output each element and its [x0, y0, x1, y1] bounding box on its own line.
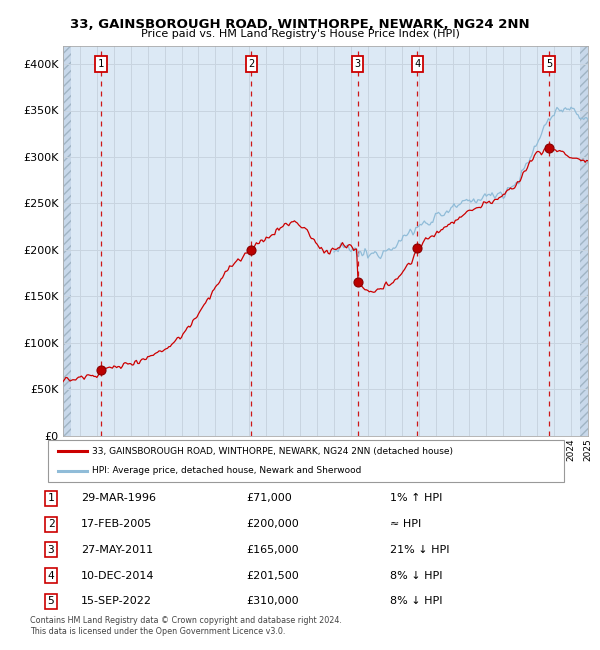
Text: 27-MAY-2011: 27-MAY-2011 — [81, 545, 153, 555]
Text: 4: 4 — [47, 571, 55, 580]
33, GAINSBOROUGH ROAD, WINTHORPE, NEWARK, NG24 2NN (detached house) — [546, 141, 553, 149]
HPI: Average price, detached house, Newark and Sherwood: (2.02e+03, 2.27e+05): Average price, detached house, Newark an… — [416, 220, 424, 228]
Text: 2: 2 — [248, 59, 254, 69]
Text: 10-DEC-2014: 10-DEC-2014 — [81, 571, 155, 580]
Text: Contains HM Land Registry data © Crown copyright and database right 2024.
This d: Contains HM Land Registry data © Crown c… — [30, 616, 342, 636]
Text: £165,000: £165,000 — [246, 545, 299, 555]
HPI: Average price, detached house, Newark and Sherwood: (2.02e+03, 2.53e+05): Average price, detached house, Newark an… — [460, 197, 467, 205]
Text: £310,000: £310,000 — [246, 597, 299, 606]
Line: 33, GAINSBOROUGH ROAD, WINTHORPE, NEWARK, NG24 2NN (detached house): 33, GAINSBOROUGH ROAD, WINTHORPE, NEWARK… — [63, 145, 589, 382]
HPI: Average price, detached house, Newark and Sherwood: (2.01e+03, 1.91e+05): Average price, detached house, Newark an… — [377, 255, 384, 263]
Text: 5: 5 — [47, 597, 55, 606]
Text: Price paid vs. HM Land Registry's House Price Index (HPI): Price paid vs. HM Land Registry's House … — [140, 29, 460, 39]
Text: £200,000: £200,000 — [246, 519, 299, 529]
Text: 33, GAINSBOROUGH ROAD, WINTHORPE, NEWARK, NG24 2NN: 33, GAINSBOROUGH ROAD, WINTHORPE, NEWARK… — [70, 18, 530, 31]
Text: 5: 5 — [546, 59, 553, 69]
33, GAINSBOROUGH ROAD, WINTHORPE, NEWARK, NG24 2NN (detached house) — [59, 378, 67, 385]
Text: 1% ↑ HPI: 1% ↑ HPI — [390, 493, 442, 503]
Text: 3: 3 — [355, 59, 361, 69]
HPI: Average price, detached house, Newark and Sherwood: (2.02e+03, 2.4e+05): Average price, detached house, Newark an… — [435, 209, 442, 216]
Text: 33, GAINSBOROUGH ROAD, WINTHORPE, NEWARK, NG24 2NN (detached house): 33, GAINSBOROUGH ROAD, WINTHORPE, NEWARK… — [92, 447, 453, 456]
Text: 1: 1 — [98, 59, 104, 69]
Text: ≈ HPI: ≈ HPI — [390, 519, 421, 529]
33, GAINSBOROUGH ROAD, WINTHORPE, NEWARK, NG24 2NN (detached house) — [172, 336, 179, 344]
33, GAINSBOROUGH ROAD, WINTHORPE, NEWARK, NG24 2NN (detached house) — [299, 224, 307, 231]
33, GAINSBOROUGH ROAD, WINTHORPE, NEWARK, NG24 2NN (detached house) — [586, 158, 593, 166]
Text: £201,500: £201,500 — [246, 571, 299, 580]
Text: 2: 2 — [47, 519, 55, 529]
Text: 4: 4 — [415, 59, 421, 69]
Text: 15-SEP-2022: 15-SEP-2022 — [81, 597, 152, 606]
Bar — [63, 46, 71, 436]
Bar — [580, 46, 588, 436]
HPI: Average price, detached house, Newark and Sherwood: (2.02e+03, 2.53e+05): Average price, detached house, Newark an… — [459, 197, 466, 205]
HPI: Average price, detached house, Newark and Sherwood: (2.01e+03, 1.98e+05): Average price, detached house, Newark an… — [331, 248, 338, 256]
33, GAINSBOROUGH ROAD, WINTHORPE, NEWARK, NG24 2NN (detached house) — [425, 235, 432, 242]
HPI: Average price, detached house, Newark and Sherwood: (2.02e+03, 2.46e+05): Average price, detached house, Newark an… — [448, 203, 455, 211]
HPI: Average price, detached house, Newark and Sherwood: (2.02e+03, 2.61e+05): Average price, detached house, Newark an… — [496, 189, 503, 197]
Text: 8% ↓ HPI: 8% ↓ HPI — [390, 597, 443, 606]
33, GAINSBOROUGH ROAD, WINTHORPE, NEWARK, NG24 2NN (detached house) — [163, 345, 170, 353]
Text: HPI: Average price, detached house, Newark and Sherwood: HPI: Average price, detached house, Newa… — [92, 467, 361, 475]
Text: £71,000: £71,000 — [246, 493, 292, 503]
Text: 29-MAR-1996: 29-MAR-1996 — [81, 493, 156, 503]
Text: 21% ↓ HPI: 21% ↓ HPI — [390, 545, 449, 555]
33, GAINSBOROUGH ROAD, WINTHORPE, NEWARK, NG24 2NN (detached house) — [580, 156, 587, 164]
Text: 17-FEB-2005: 17-FEB-2005 — [81, 519, 152, 529]
FancyBboxPatch shape — [48, 440, 564, 482]
Line: HPI: Average price, detached house, Newark and Sherwood: HPI: Average price, detached house, Newa… — [334, 107, 589, 259]
Text: 1: 1 — [47, 493, 55, 503]
Text: 3: 3 — [47, 545, 55, 555]
Text: 8% ↓ HPI: 8% ↓ HPI — [390, 571, 443, 580]
HPI: Average price, detached house, Newark and Sherwood: (2.02e+03, 3.54e+05): Average price, detached house, Newark an… — [568, 103, 575, 111]
33, GAINSBOROUGH ROAD, WINTHORPE, NEWARK, NG24 2NN (detached house) — [155, 347, 163, 355]
HPI: Average price, detached house, Newark and Sherwood: (2.03e+03, 3.4e+05): Average price, detached house, Newark an… — [586, 116, 593, 124]
